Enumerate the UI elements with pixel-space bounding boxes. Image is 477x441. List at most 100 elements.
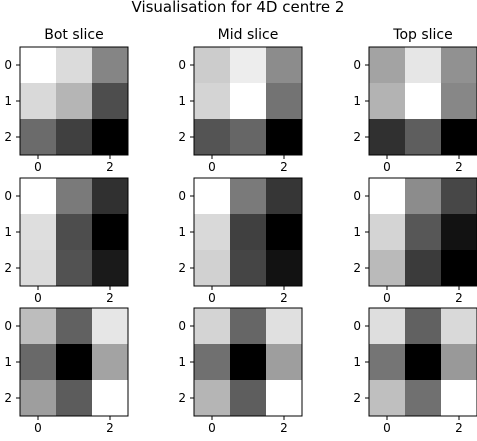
heatmap-cell	[266, 119, 303, 156]
heatmap-cell	[230, 214, 267, 251]
heatmap-cell	[56, 178, 93, 215]
heatmap-cell	[230, 380, 267, 417]
heatmap-cell	[56, 308, 93, 345]
heatmap-cell	[405, 119, 442, 156]
heatmap-cell	[194, 344, 231, 381]
heatmap-cell	[92, 380, 129, 417]
x-tick-label: 0	[34, 160, 42, 174]
panel-r0-c1: 0 1 2 0 2 Mid slice	[178, 27, 303, 174]
heatmap-cell	[194, 47, 231, 84]
heatmap-cell	[266, 214, 303, 251]
y-tick-label: 1	[4, 355, 12, 369]
heatmap-cell	[405, 214, 442, 251]
x-tick-label: 2	[280, 421, 288, 435]
x-tick-label: 0	[383, 421, 391, 435]
x-tick-label: 2	[106, 291, 114, 305]
panel-r1-c1: 0 1 2 0 2	[178, 177, 303, 305]
y-tick-label: 1	[178, 355, 186, 369]
heatmap-cell	[56, 250, 93, 287]
heatmap-cell	[266, 250, 303, 287]
heatmap-cell	[405, 178, 442, 215]
heatmap-cell	[405, 344, 442, 381]
heatmap-cell	[369, 119, 406, 156]
y-tick-label: 0	[178, 189, 186, 203]
panel-r2-c2: 0 1 2 0 2	[353, 307, 477, 435]
x-tick-label: 2	[106, 421, 114, 435]
y-tick-label: 2	[4, 261, 12, 275]
heatmap-cell	[92, 178, 129, 215]
heatmap-cell	[369, 83, 406, 120]
x-tick-label: 0	[383, 291, 391, 305]
y-tick-label: 2	[353, 261, 361, 275]
heatmap-cell	[369, 47, 406, 84]
heatmap-cell	[56, 83, 93, 120]
heatmap-cell	[20, 119, 57, 156]
heatmap-cell	[405, 83, 442, 120]
x-tick-label: 2	[280, 160, 288, 174]
heatmap-cell	[20, 380, 57, 417]
x-tick-label: 0	[208, 421, 216, 435]
heatmap-cell	[92, 214, 129, 251]
heatmap-cell	[405, 250, 442, 287]
y-tick-label: 1	[353, 94, 361, 108]
panel-r1-c0: 0 1 2 0 2	[4, 177, 129, 305]
heatmap-cell	[56, 380, 93, 417]
y-tick-label: 0	[178, 319, 186, 333]
heatmap-cell	[56, 214, 93, 251]
x-tick-label: 0	[34, 421, 42, 435]
heatmap-cell	[441, 344, 477, 381]
x-tick-label: 2	[280, 291, 288, 305]
figure-title: Visualisation for 4D centre 2	[132, 0, 345, 16]
heatmap-cell	[230, 250, 267, 287]
heatmap-cell	[369, 308, 406, 345]
y-tick-label: 0	[353, 319, 361, 333]
heatmap-cell	[405, 308, 442, 345]
x-tick-label: 2	[455, 421, 463, 435]
heatmap-cell	[56, 47, 93, 84]
x-tick-label: 0	[208, 291, 216, 305]
heatmap-cell	[20, 344, 57, 381]
x-tick-label: 0	[208, 160, 216, 174]
heatmap-cell	[92, 119, 129, 156]
heatmap-cell	[369, 344, 406, 381]
panel-r0-c0: 0 1 2 0 2 Bot slice	[4, 27, 129, 174]
panel-r0-c2: 0 1 2 0 2 Top slice	[353, 27, 477, 174]
x-tick-label: 2	[106, 160, 114, 174]
heatmap-cell	[369, 380, 406, 417]
heatmap-cell	[369, 250, 406, 287]
heatmap-cell	[230, 344, 267, 381]
heatmap-cell	[266, 344, 303, 381]
x-tick-label: 2	[455, 160, 463, 174]
panel-r2-c1: 0 1 2 0 2	[178, 307, 303, 435]
heatmap-cell	[92, 83, 129, 120]
y-tick-label: 2	[4, 391, 12, 405]
heatmap-cell	[92, 344, 129, 381]
y-tick-label: 0	[4, 319, 12, 333]
column-title: Top slice	[392, 27, 452, 43]
heatmap-cell	[56, 119, 93, 156]
heatmap-cell	[266, 308, 303, 345]
x-tick-label: 0	[34, 291, 42, 305]
heatmap-cell	[92, 250, 129, 287]
heatmap-cell	[441, 83, 477, 120]
heatmap-cell	[194, 250, 231, 287]
y-tick-label: 2	[178, 261, 186, 275]
y-tick-label: 2	[178, 391, 186, 405]
y-tick-label: 1	[353, 355, 361, 369]
heatmap-cell	[266, 47, 303, 84]
y-tick-label: 1	[4, 94, 12, 108]
heatmap-cell	[441, 214, 477, 251]
heatmap-cell	[405, 380, 442, 417]
heatmap-cell	[266, 178, 303, 215]
y-tick-label: 1	[353, 225, 361, 239]
y-tick-label: 0	[353, 189, 361, 203]
y-tick-label: 2	[4, 130, 12, 144]
y-tick-label: 1	[178, 225, 186, 239]
column-title: Mid slice	[218, 27, 279, 43]
heatmap-cell	[230, 47, 267, 84]
heatmap-cell	[20, 250, 57, 287]
heatmap-cell	[92, 308, 129, 345]
heatmap-cell	[20, 47, 57, 84]
panel-grid: 0 1 2 0 2 Bot slice 0 1 2 0 2 Mid slice 0 1 2 0 2 Top sli…	[4, 27, 477, 435]
